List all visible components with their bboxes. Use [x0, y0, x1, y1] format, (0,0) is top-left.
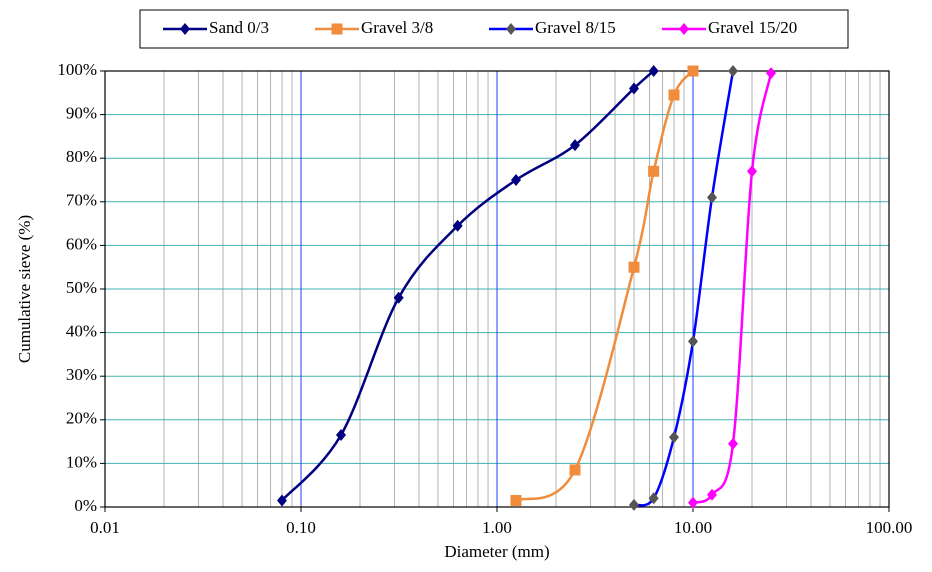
- y-tick-label: 80%: [66, 147, 97, 166]
- data-point: [648, 65, 659, 77]
- y-tick-label: 10%: [66, 452, 97, 471]
- data-point: [687, 65, 699, 77]
- legend-marker: [506, 23, 516, 35]
- x-tick-label: 10.00: [674, 518, 712, 537]
- y-tick-label: 90%: [66, 104, 97, 123]
- data-point: [569, 464, 581, 476]
- y-tick-label: 70%: [66, 191, 97, 210]
- y-axis-title: Cumulative sieve (%): [15, 215, 34, 363]
- data-point: [510, 174, 521, 186]
- y-tick-label: 100%: [57, 60, 97, 79]
- data-point: [336, 429, 347, 442]
- data-point: [569, 139, 580, 152]
- data-point: [628, 261, 640, 273]
- data-point: [510, 494, 522, 506]
- series-line: [281, 70, 655, 502]
- data-point: [277, 494, 288, 507]
- legend-label: Sand 0/3: [209, 18, 269, 37]
- data-point: [668, 89, 680, 101]
- y-tick-label: 60%: [66, 234, 97, 253]
- data-point: [452, 219, 463, 232]
- data-point: [628, 82, 639, 95]
- data-point: [706, 488, 717, 501]
- y-tick-label: 40%: [66, 322, 97, 341]
- data-point: [393, 291, 404, 304]
- series-line: [692, 72, 773, 504]
- legend-label: Gravel 3/8: [361, 18, 433, 37]
- data-point: [728, 437, 739, 450]
- legend-marker: [180, 23, 190, 35]
- x-axis-title: Diameter (mm): [444, 542, 549, 561]
- data-point: [648, 165, 660, 177]
- data-point: [747, 165, 758, 178]
- x-tick-label: 100.00: [866, 518, 913, 537]
- series-line: [515, 70, 694, 502]
- legend-marker: [331, 23, 343, 35]
- data-point: [706, 191, 717, 204]
- data-point: [648, 492, 659, 505]
- y-tick-label: 30%: [66, 365, 97, 384]
- data-point: [728, 65, 739, 77]
- data-point: [628, 498, 639, 511]
- legend-marker: [679, 23, 689, 35]
- x-tick-label: 1.00: [482, 518, 512, 537]
- legend-label: Gravel 15/20: [708, 18, 797, 37]
- data-point: [688, 496, 698, 509]
- x-tick-label: 0.10: [286, 518, 316, 537]
- data-point: [688, 335, 698, 348]
- data-point: [765, 67, 776, 80]
- legend-label: Gravel 8/15: [535, 18, 616, 37]
- y-tick-label: 50%: [66, 278, 97, 297]
- data-point: [669, 431, 680, 444]
- y-tick-label: 0%: [74, 496, 97, 515]
- x-tick-label: 0.01: [90, 518, 120, 537]
- y-tick-label: 20%: [66, 409, 97, 428]
- plot-frame: [104, 70, 890, 508]
- series-line: [633, 70, 735, 507]
